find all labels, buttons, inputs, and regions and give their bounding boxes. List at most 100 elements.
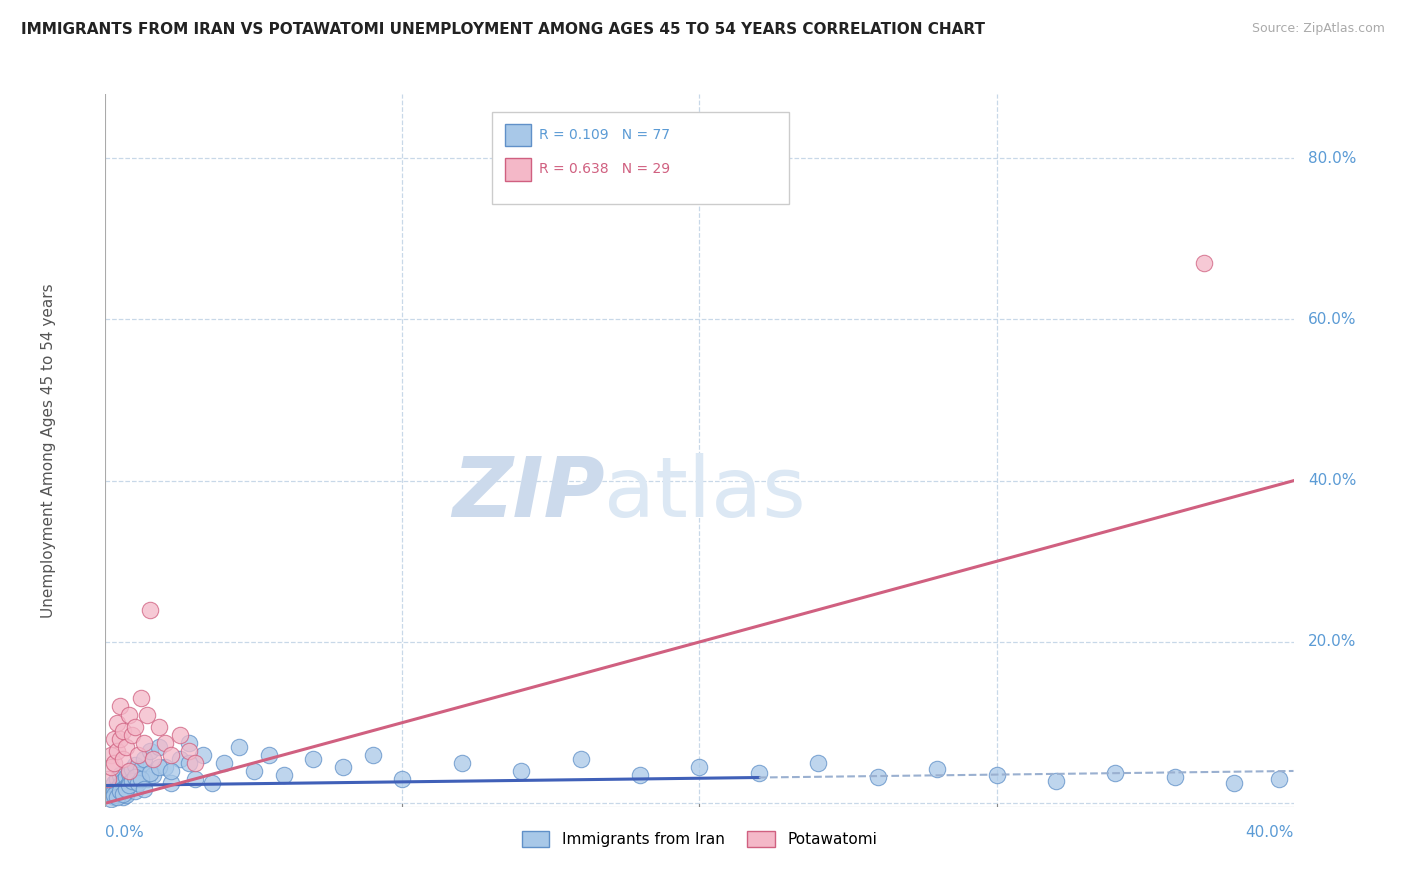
Point <box>112 773 135 788</box>
Point <box>391 772 413 786</box>
Point <box>105 744 128 758</box>
Point <box>159 764 181 778</box>
Point <box>105 715 128 730</box>
Point <box>118 764 141 778</box>
Point <box>510 764 533 778</box>
Point <box>159 776 181 790</box>
Point <box>628 768 651 782</box>
Point <box>1194 256 1216 270</box>
Point <box>100 760 122 774</box>
Point <box>139 765 162 780</box>
Point <box>169 728 191 742</box>
Point <box>228 739 250 754</box>
Point <box>100 788 122 802</box>
Point <box>112 787 135 801</box>
Point <box>110 699 132 714</box>
Point <box>103 789 125 804</box>
Point <box>214 756 236 770</box>
Point <box>129 772 152 786</box>
Point <box>115 780 138 794</box>
FancyBboxPatch shape <box>492 112 789 204</box>
Point <box>139 603 162 617</box>
Point <box>105 772 128 786</box>
Point <box>100 747 122 762</box>
Text: 60.0%: 60.0% <box>1308 312 1357 327</box>
Point <box>129 763 152 777</box>
Point <box>132 736 155 750</box>
Point <box>748 765 770 780</box>
Point <box>97 784 120 798</box>
Point <box>110 784 132 798</box>
Point <box>115 788 138 802</box>
Point <box>105 789 128 804</box>
Point <box>124 771 146 785</box>
Point <box>193 747 215 762</box>
Point <box>201 776 224 790</box>
Point <box>142 768 165 782</box>
Point <box>112 752 135 766</box>
Point <box>1104 765 1126 780</box>
Point <box>177 756 200 770</box>
Point <box>103 788 125 802</box>
Point <box>1045 773 1067 788</box>
Point <box>110 768 132 782</box>
Point <box>110 779 132 793</box>
Point <box>136 707 159 722</box>
Point <box>361 747 384 762</box>
Point <box>115 781 138 796</box>
Point <box>127 776 149 790</box>
Point <box>450 756 472 770</box>
Point <box>124 720 146 734</box>
Point <box>129 691 152 706</box>
FancyBboxPatch shape <box>505 124 531 146</box>
Point <box>132 752 155 766</box>
Point <box>927 763 949 777</box>
Text: atlas: atlas <box>605 453 806 533</box>
Point <box>118 779 141 793</box>
Point <box>1164 771 1187 785</box>
Point <box>103 784 125 798</box>
Point <box>177 736 200 750</box>
Point <box>121 773 143 788</box>
Point <box>132 781 155 796</box>
Text: ZIP: ZIP <box>451 453 605 533</box>
Point <box>121 763 143 777</box>
Point <box>169 752 191 766</box>
Point <box>110 731 132 746</box>
Point <box>136 772 159 786</box>
Point <box>103 776 125 790</box>
Point <box>112 781 135 796</box>
Point <box>118 707 141 722</box>
Point <box>139 744 162 758</box>
Point <box>273 768 295 782</box>
Text: R = 0.638   N = 29: R = 0.638 N = 29 <box>538 162 671 177</box>
Point <box>100 792 122 806</box>
Point <box>112 723 135 738</box>
Point <box>118 765 141 780</box>
Point <box>332 760 354 774</box>
Point <box>153 760 176 774</box>
Point <box>100 780 122 794</box>
Point <box>124 757 146 772</box>
Point <box>97 772 120 786</box>
Text: Unemployment Among Ages 45 to 54 years: Unemployment Among Ages 45 to 54 years <box>41 283 56 618</box>
Point <box>118 776 141 790</box>
Text: 80.0%: 80.0% <box>1308 151 1357 166</box>
Text: IMMIGRANTS FROM IRAN VS POTAWATOMI UNEMPLOYMENT AMONG AGES 45 TO 54 YEARS CORREL: IMMIGRANTS FROM IRAN VS POTAWATOMI UNEMP… <box>21 22 986 37</box>
Legend: Immigrants from Iran, Potawatomi: Immigrants from Iran, Potawatomi <box>516 825 883 853</box>
Point <box>112 789 135 804</box>
Text: Source: ZipAtlas.com: Source: ZipAtlas.com <box>1251 22 1385 36</box>
Text: R = 0.109   N = 77: R = 0.109 N = 77 <box>538 128 671 142</box>
Point <box>127 747 149 762</box>
Point <box>159 747 181 762</box>
Point <box>127 768 149 782</box>
Point <box>243 764 266 778</box>
Point <box>148 720 170 734</box>
Point <box>257 747 280 762</box>
Point <box>302 752 325 766</box>
Point <box>142 752 165 766</box>
FancyBboxPatch shape <box>505 158 531 181</box>
Point <box>569 752 592 766</box>
Point <box>124 784 146 798</box>
Point <box>148 739 170 754</box>
